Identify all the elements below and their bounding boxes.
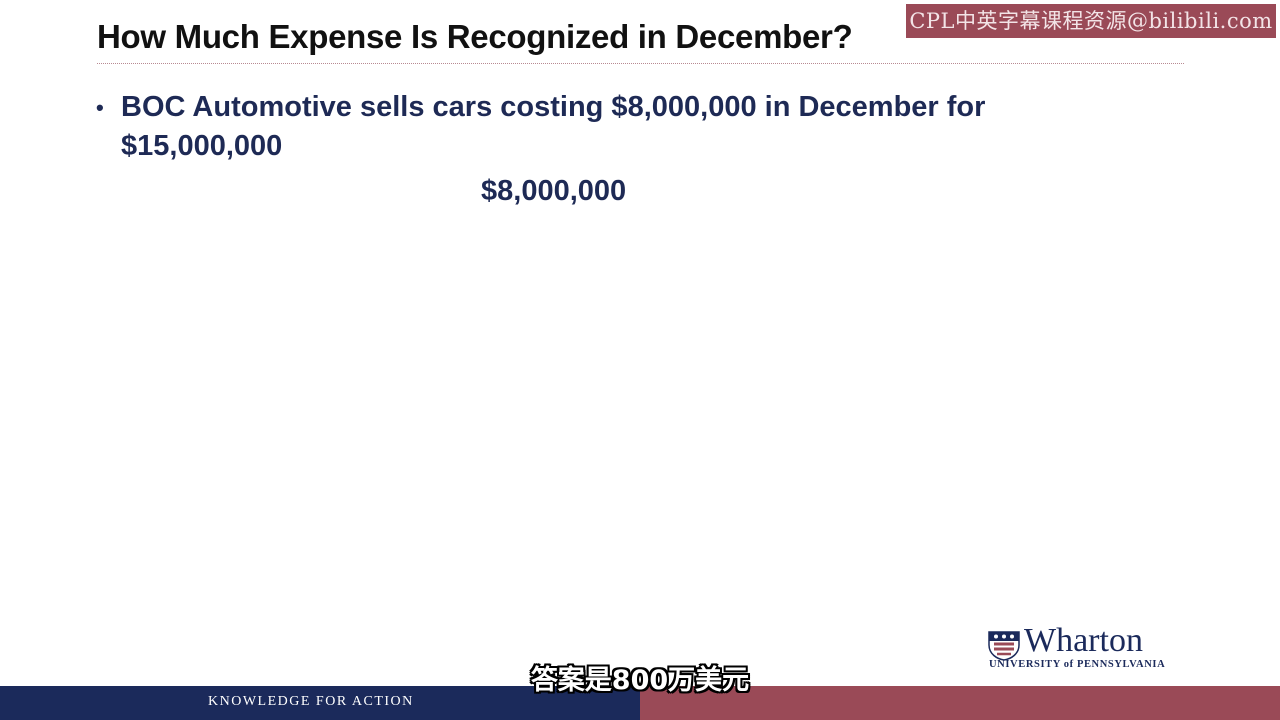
watermark: CPL中英字幕课程资源@bilibili.com (906, 4, 1276, 38)
penn-shield-icon (988, 631, 1020, 661)
slide-title: How Much Expense Is Recognized in Decemb… (97, 18, 853, 55)
wharton-logo: Wharton UNIVERSITY of PENNSYLVANIA (988, 622, 1193, 672)
footer-bar-navy: KNOWLEDGE FOR ACTION (0, 686, 640, 720)
title-divider (97, 63, 1184, 64)
footer-motto: KNOWLEDGE FOR ACTION (208, 694, 414, 709)
bullet-dot-icon: • (96, 95, 104, 120)
answer-value: $8,000,000 (481, 175, 627, 207)
bullet-item: • BOC Automotive sells cars costing $8,0… (96, 88, 1096, 166)
logo-university: UNIVERSITY of PENNSYLVANIA (989, 659, 1166, 670)
video-subtitle: 答案是800万美元 (530, 665, 750, 696)
bullet-text: BOC Automotive sells cars costing $8,000… (121, 91, 986, 162)
bullet-list: • BOC Automotive sells cars costing $8,0… (96, 88, 1096, 166)
footer-bar-burgundy (640, 686, 1280, 720)
logo-wordmark: Wharton (1024, 622, 1143, 659)
